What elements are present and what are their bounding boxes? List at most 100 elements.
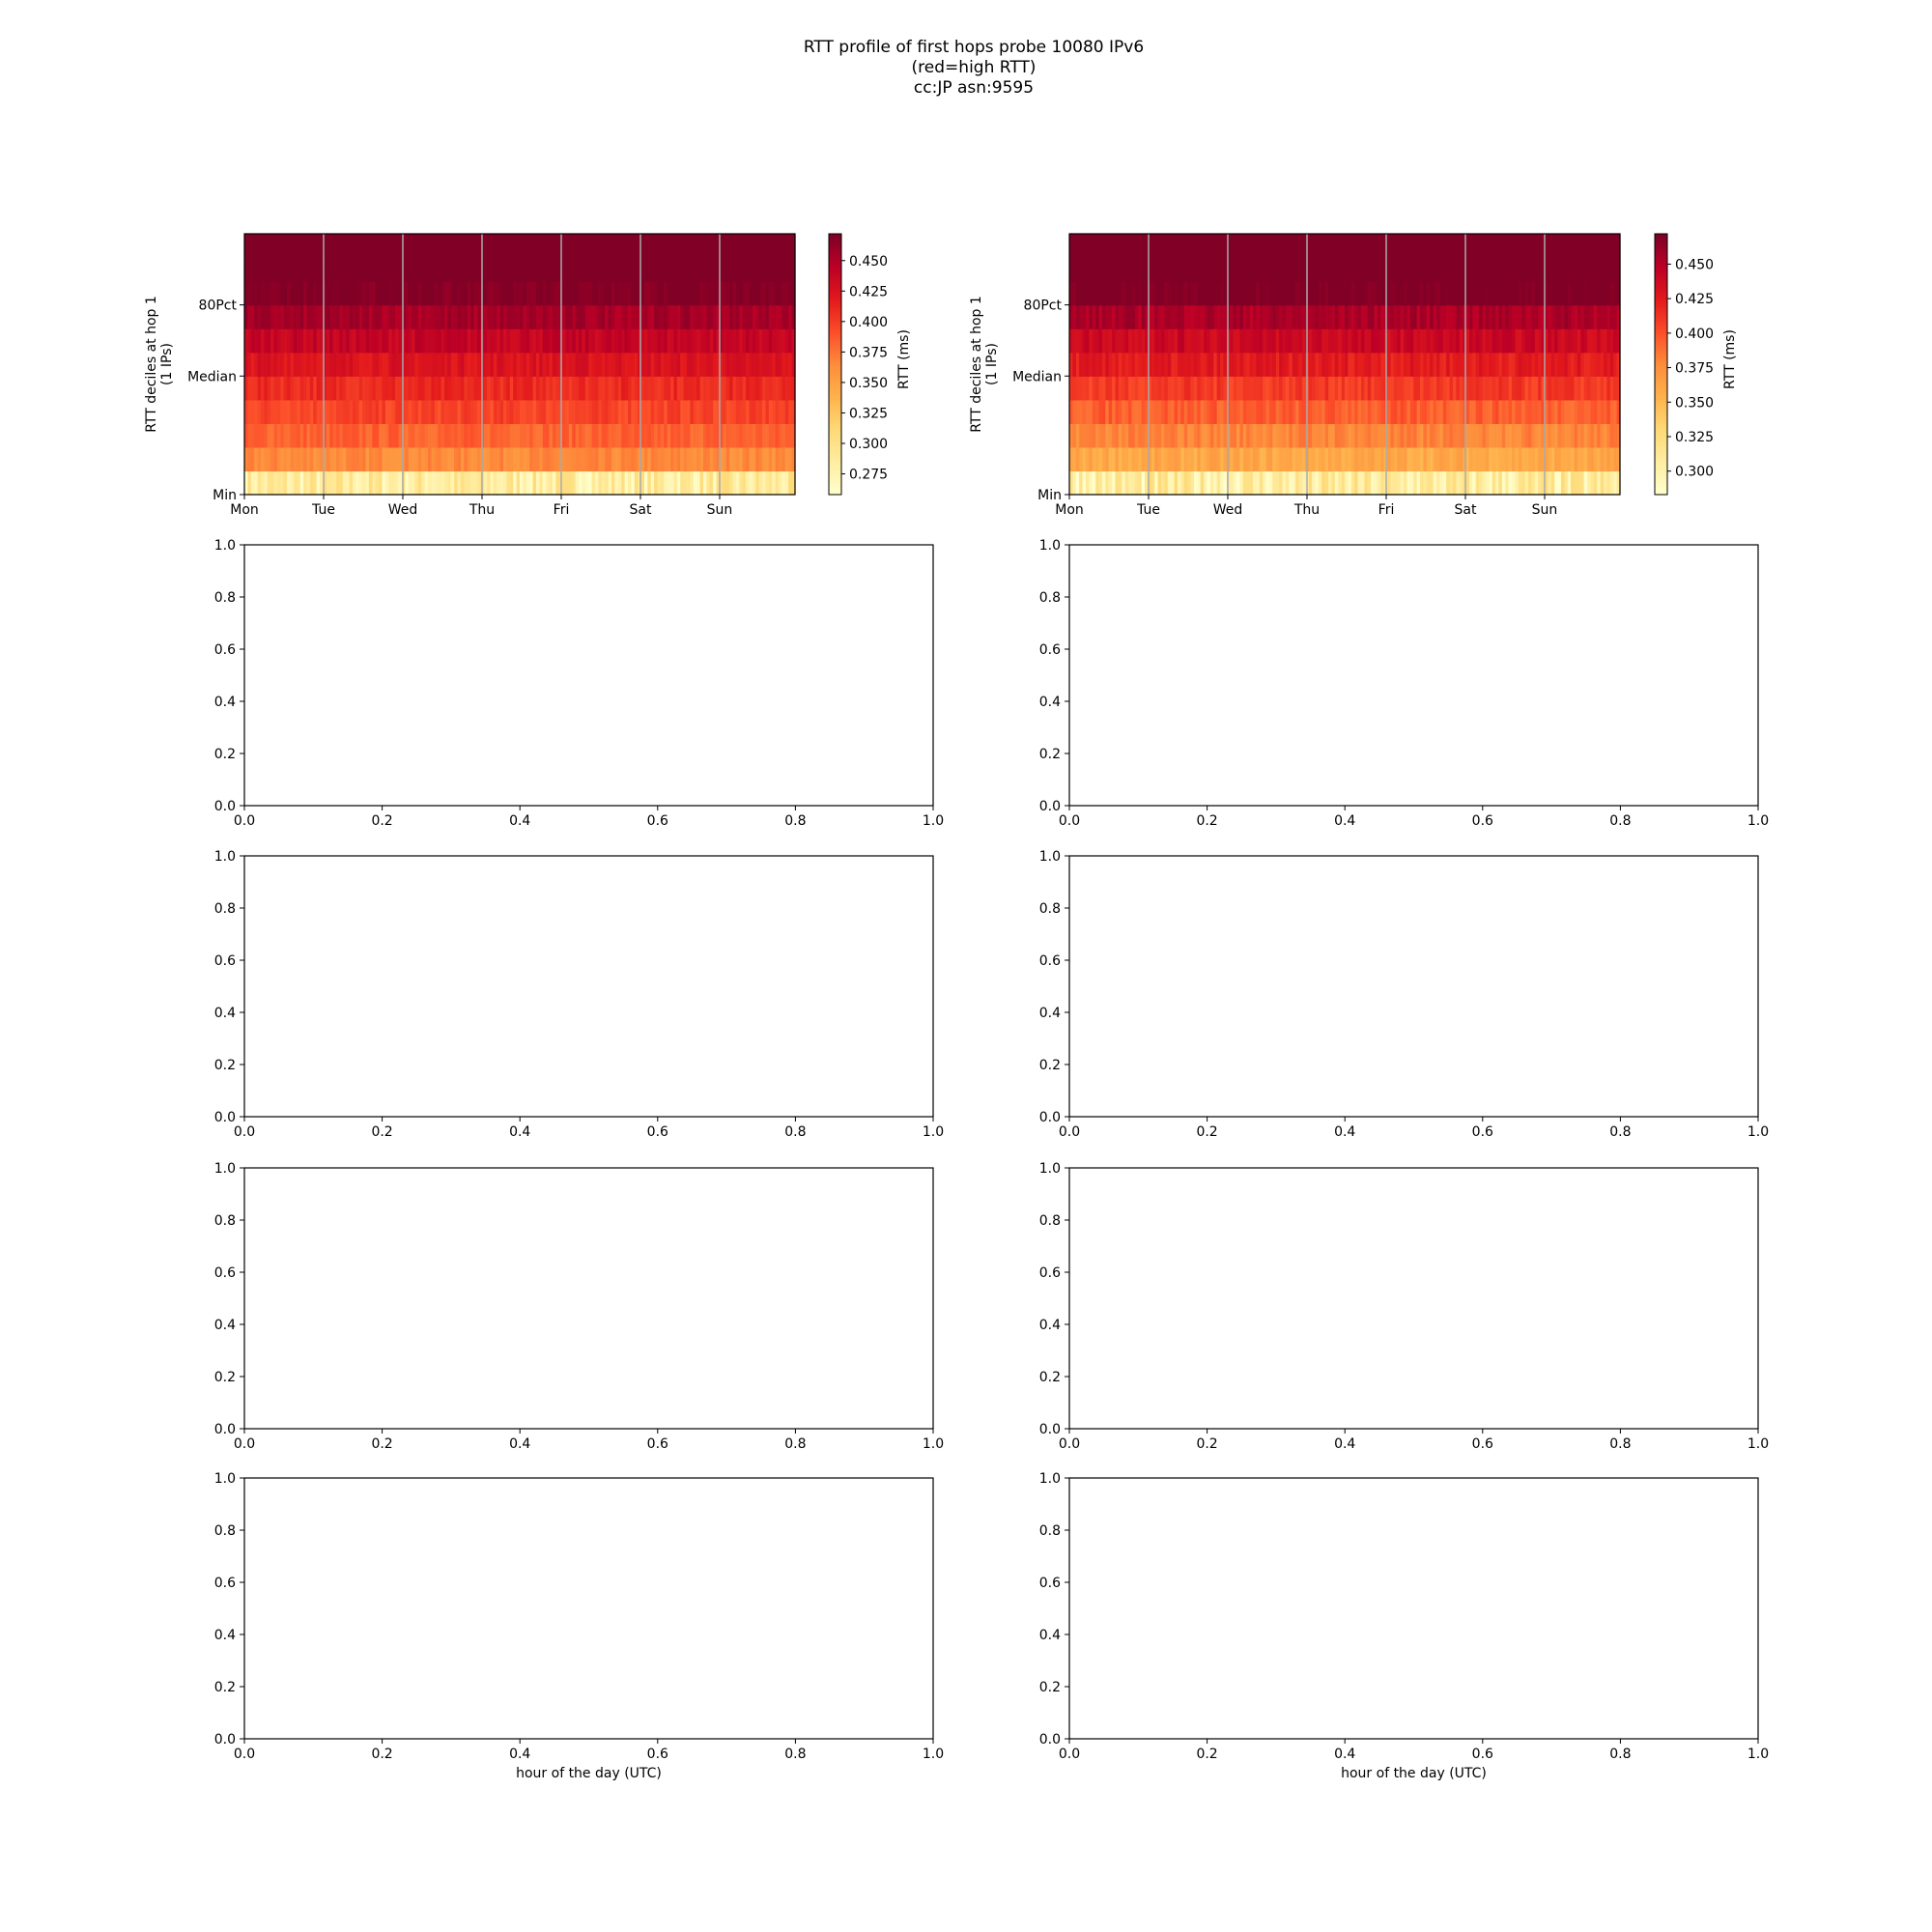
heatmap-cell (608, 328, 612, 354)
heatmap-cell (493, 257, 497, 282)
heatmap-cell (329, 304, 334, 329)
heatmap-cell (368, 446, 373, 472)
heatmap-cell (460, 328, 465, 354)
heatmap-cell (316, 352, 321, 377)
heatmap-cell (497, 304, 501, 329)
heatmap-cell (1069, 304, 1073, 329)
heatmap-cell (375, 446, 380, 472)
heatmap-cell (368, 376, 373, 401)
heatmap-cell (326, 281, 330, 306)
heatmap-cell (582, 328, 586, 354)
heatmap-cell (497, 446, 501, 472)
heatmap-cell (667, 304, 671, 329)
heatmap-cell (299, 423, 304, 448)
heatmap-cell (1498, 304, 1503, 329)
heatmap-cell (1495, 304, 1500, 329)
heatmap-cell (647, 399, 652, 424)
y-tick-label: 0.8 (1039, 1523, 1061, 1539)
heatmap-cell (1233, 328, 1237, 354)
heatmap-cell (687, 234, 692, 259)
heatmap-cell (316, 399, 321, 424)
colorbar-segment (1655, 260, 1667, 263)
heatmap-cell (398, 352, 403, 377)
heatmap-cell (598, 399, 603, 424)
heatmap-cell (1289, 399, 1293, 424)
heatmap-cell (1357, 304, 1362, 329)
heatmap-cell (1548, 352, 1552, 377)
heatmap-cell (572, 328, 577, 354)
heatmap-cell (297, 423, 301, 448)
heatmap-cell (270, 352, 275, 377)
heatmap-cell (1528, 257, 1532, 282)
heatmap-cell (1521, 257, 1526, 282)
heatmap-cell (643, 352, 648, 377)
heatmap-cell (1472, 352, 1477, 377)
heatmap-cell (1183, 446, 1188, 472)
heatmap-cell (588, 257, 593, 282)
heatmap-cell (1259, 328, 1264, 354)
heatmap-cell (1492, 399, 1496, 424)
colorbar-segment (829, 248, 841, 252)
heatmap-cell (1200, 470, 1205, 496)
heatmap-cell (280, 446, 285, 472)
heatmap-cell (588, 470, 593, 496)
colorbar-segment (829, 316, 841, 320)
heatmap-cell (1521, 304, 1526, 329)
heatmap-cell (638, 446, 642, 472)
heatmap-cell (1226, 399, 1231, 424)
heatmap-cell (1538, 234, 1543, 259)
axes-frame (243, 1167, 934, 1430)
colorbar-segment (1655, 479, 1667, 483)
heatmap-cell (1449, 234, 1454, 259)
heatmap-cell (309, 423, 314, 448)
heatmap-cell (526, 470, 530, 496)
heatmap-cell (1423, 257, 1428, 282)
heatmap-cell (529, 470, 534, 496)
heatmap-cell (1263, 376, 1267, 401)
heatmap-cell (1489, 328, 1493, 354)
heatmap-cell (1606, 281, 1611, 306)
heatmap-cell (650, 399, 655, 424)
heatmap-cell (775, 234, 780, 259)
heatmap-cell (283, 234, 288, 259)
heatmap-cell (244, 470, 248, 496)
colorbar-segment (1655, 472, 1667, 476)
heatmap-cell (624, 376, 629, 401)
heatmap-cell (1279, 446, 1284, 472)
heatmap-cell (1328, 234, 1333, 259)
heatmap-cell (735, 446, 740, 472)
heatmap-cell (1187, 399, 1192, 424)
heatmap-cell (608, 470, 612, 496)
heatmap-cell (1423, 423, 1428, 448)
heatmap-cell (1197, 470, 1202, 496)
heatmap-cell (1216, 399, 1221, 424)
heatmap-cell (516, 328, 521, 354)
heatmap-cell (254, 328, 259, 354)
heatmap-cell (1554, 234, 1559, 259)
heatmap-cell (1433, 234, 1437, 259)
colorbar-segment (1655, 316, 1667, 320)
heatmap-cell (1397, 399, 1402, 424)
heatmap-cell (1223, 257, 1228, 282)
heatmap-cell (670, 470, 675, 496)
heatmap-cell (264, 470, 269, 496)
heatmap-cell (1334, 446, 1339, 472)
heatmap-cell (244, 234, 248, 259)
heatmap-cell (412, 399, 416, 424)
heatmap-cell (725, 399, 730, 424)
heatmap-cell (755, 352, 760, 377)
heatmap-cell (667, 328, 671, 354)
heatmap-cell (368, 281, 373, 306)
heatmap-cell (1085, 281, 1090, 306)
heatmap-cell (264, 399, 269, 424)
heatmap-cell (1239, 423, 1244, 448)
heatmap-cell (476, 257, 481, 282)
x-tick-label: 0.6 (1472, 1436, 1493, 1452)
colorbar-segment (1655, 355, 1667, 358)
heatmap-cell (640, 399, 645, 424)
x-tick-label: 0.4 (509, 1124, 530, 1140)
heatmap-cell (1492, 352, 1496, 377)
heatmap-cell (758, 470, 763, 496)
heatmap-cell (739, 352, 744, 377)
heatmap-cell (273, 399, 278, 424)
